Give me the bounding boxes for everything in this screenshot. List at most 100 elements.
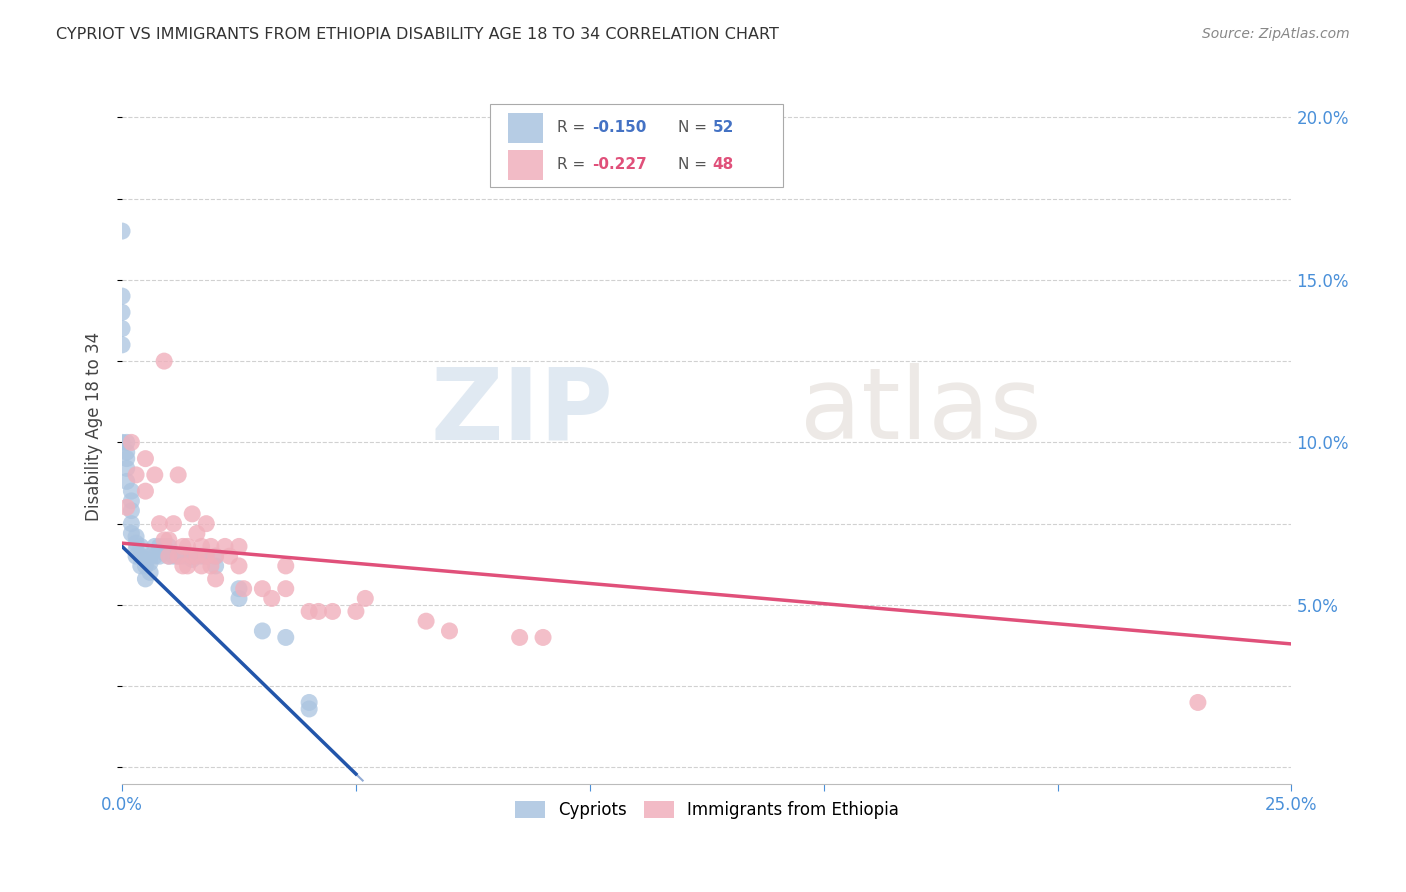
Point [190, 540, 212, 554]
Point [125, 530, 148, 544]
Point [143, 549, 166, 564]
Point [115, 475, 138, 489]
Point [134, 451, 156, 466]
Point [232, 582, 254, 596]
Point [120, 516, 142, 531]
Point [139, 549, 162, 564]
Point [509, 631, 531, 645]
Point [181, 552, 204, 566]
Point [1187, 696, 1209, 710]
Point [228, 582, 250, 596]
Text: N =: N = [678, 120, 711, 135]
Text: 52: 52 [713, 120, 734, 135]
Point [115, 461, 138, 475]
Point [120, 526, 142, 541]
Point [111, 224, 134, 238]
Point [148, 549, 170, 564]
Point [134, 552, 156, 566]
Point [190, 558, 212, 573]
Point [115, 451, 138, 466]
Point [120, 503, 142, 517]
Text: ZIP: ZIP [430, 363, 613, 460]
Point [200, 540, 222, 554]
Point [354, 591, 377, 606]
Point [153, 533, 176, 547]
Point [125, 542, 148, 557]
Text: R =: R = [557, 120, 591, 135]
Point [228, 591, 250, 606]
Point [143, 540, 166, 554]
Point [134, 572, 156, 586]
Point [120, 435, 142, 450]
Point [172, 558, 194, 573]
Point [172, 540, 194, 554]
Text: -0.227: -0.227 [592, 157, 647, 172]
Point [129, 540, 152, 554]
Point [162, 549, 184, 564]
Point [274, 582, 297, 596]
Point [111, 435, 134, 450]
Point [531, 631, 554, 645]
Point [195, 516, 218, 531]
Point [129, 549, 152, 564]
Point [204, 549, 226, 564]
Point [153, 540, 176, 554]
Point [125, 549, 148, 564]
Point [204, 549, 226, 564]
FancyBboxPatch shape [491, 104, 783, 186]
Point [186, 526, 208, 541]
Point [111, 321, 134, 335]
FancyBboxPatch shape [508, 150, 543, 180]
Point [252, 582, 274, 596]
Point [204, 558, 226, 573]
Point [344, 604, 367, 618]
Point [218, 549, 240, 564]
Point [153, 546, 176, 560]
Point [298, 696, 321, 710]
Point [157, 533, 180, 547]
Point [143, 467, 166, 482]
Point [172, 549, 194, 564]
Point [204, 572, 226, 586]
FancyBboxPatch shape [508, 113, 543, 143]
Text: -0.150: -0.150 [592, 120, 647, 135]
Point [120, 494, 142, 508]
Point [125, 467, 148, 482]
Point [157, 549, 180, 564]
Point [308, 604, 330, 618]
Legend: Cypriots, Immigrants from Ethiopia: Cypriots, Immigrants from Ethiopia [508, 794, 905, 825]
Point [190, 549, 212, 564]
Point [439, 624, 461, 638]
Point [260, 591, 283, 606]
Point [148, 516, 170, 531]
Point [322, 604, 344, 618]
Point [148, 540, 170, 554]
Point [162, 516, 184, 531]
Point [157, 549, 180, 564]
Point [298, 604, 321, 618]
Point [176, 540, 198, 554]
Point [214, 540, 236, 554]
Point [176, 558, 198, 573]
Point [181, 507, 204, 521]
Point [228, 540, 250, 554]
Point [139, 566, 162, 580]
Point [252, 624, 274, 638]
Point [120, 484, 142, 499]
Point [139, 556, 162, 570]
Point [111, 305, 134, 319]
Text: N =: N = [678, 157, 711, 172]
Point [153, 354, 176, 368]
Text: atlas: atlas [800, 363, 1042, 460]
Point [195, 549, 218, 564]
Point [274, 631, 297, 645]
Point [228, 558, 250, 573]
Point [167, 549, 190, 564]
Point [111, 289, 134, 303]
Point [125, 536, 148, 550]
Point [200, 558, 222, 573]
Point [157, 540, 180, 554]
Point [181, 549, 204, 564]
Text: R =: R = [557, 157, 591, 172]
Point [115, 500, 138, 515]
